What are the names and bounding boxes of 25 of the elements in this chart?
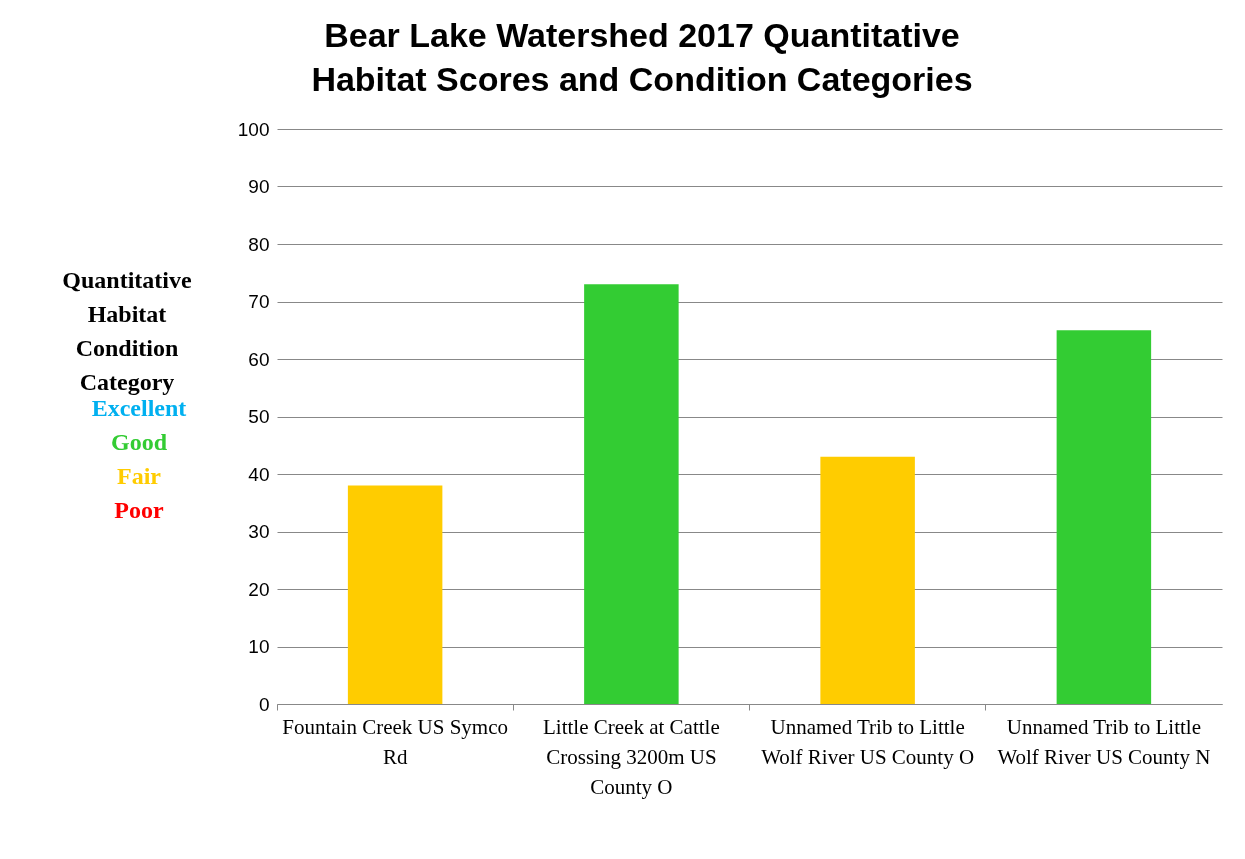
y-tick-label: 50 <box>248 406 270 427</box>
y-tick-label: 10 <box>248 636 270 657</box>
y-tick-label: 60 <box>248 348 270 370</box>
y-tick-label: 20 <box>248 578 270 600</box>
legend-title: Quantitative Habitat Condition Category <box>62 267 193 395</box>
bar <box>347 485 443 704</box>
y-tick-label: 40 <box>248 463 270 485</box>
legend-label: Poor <box>114 497 164 523</box>
y-tick-label: 90 <box>248 176 270 197</box>
x-tick-label: Unnamed Trib to Little Wolf River US County O <box>761 714 975 769</box>
y-tick-label: 30 <box>248 521 270 542</box>
text: Good <box>110 429 168 455</box>
chart-title: Bear Lake Watershed 2017 Quantitative Habitat Scores and Condition Categories <box>311 16 973 98</box>
bar <box>584 284 679 704</box>
y-tick-label: 0 <box>258 693 270 715</box>
y-tick-label: 70 <box>248 291 270 312</box>
y-tick-label: 80 <box>248 233 270 255</box>
legend-label: Excellent <box>91 395 187 421</box>
bar <box>1056 330 1152 704</box>
x-tick-label: Little Creek at Cattle Crossing 3200m US County O <box>543 714 720 799</box>
bar <box>820 456 915 704</box>
text: Fair <box>117 463 162 489</box>
y-tick-label: 100 <box>237 118 270 140</box>
x-tick-label: Unnamed Trib to Little Wolf River US County N <box>997 714 1211 769</box>
x-tick-label: Fountain Creek US Symco Rd <box>282 714 508 769</box>
